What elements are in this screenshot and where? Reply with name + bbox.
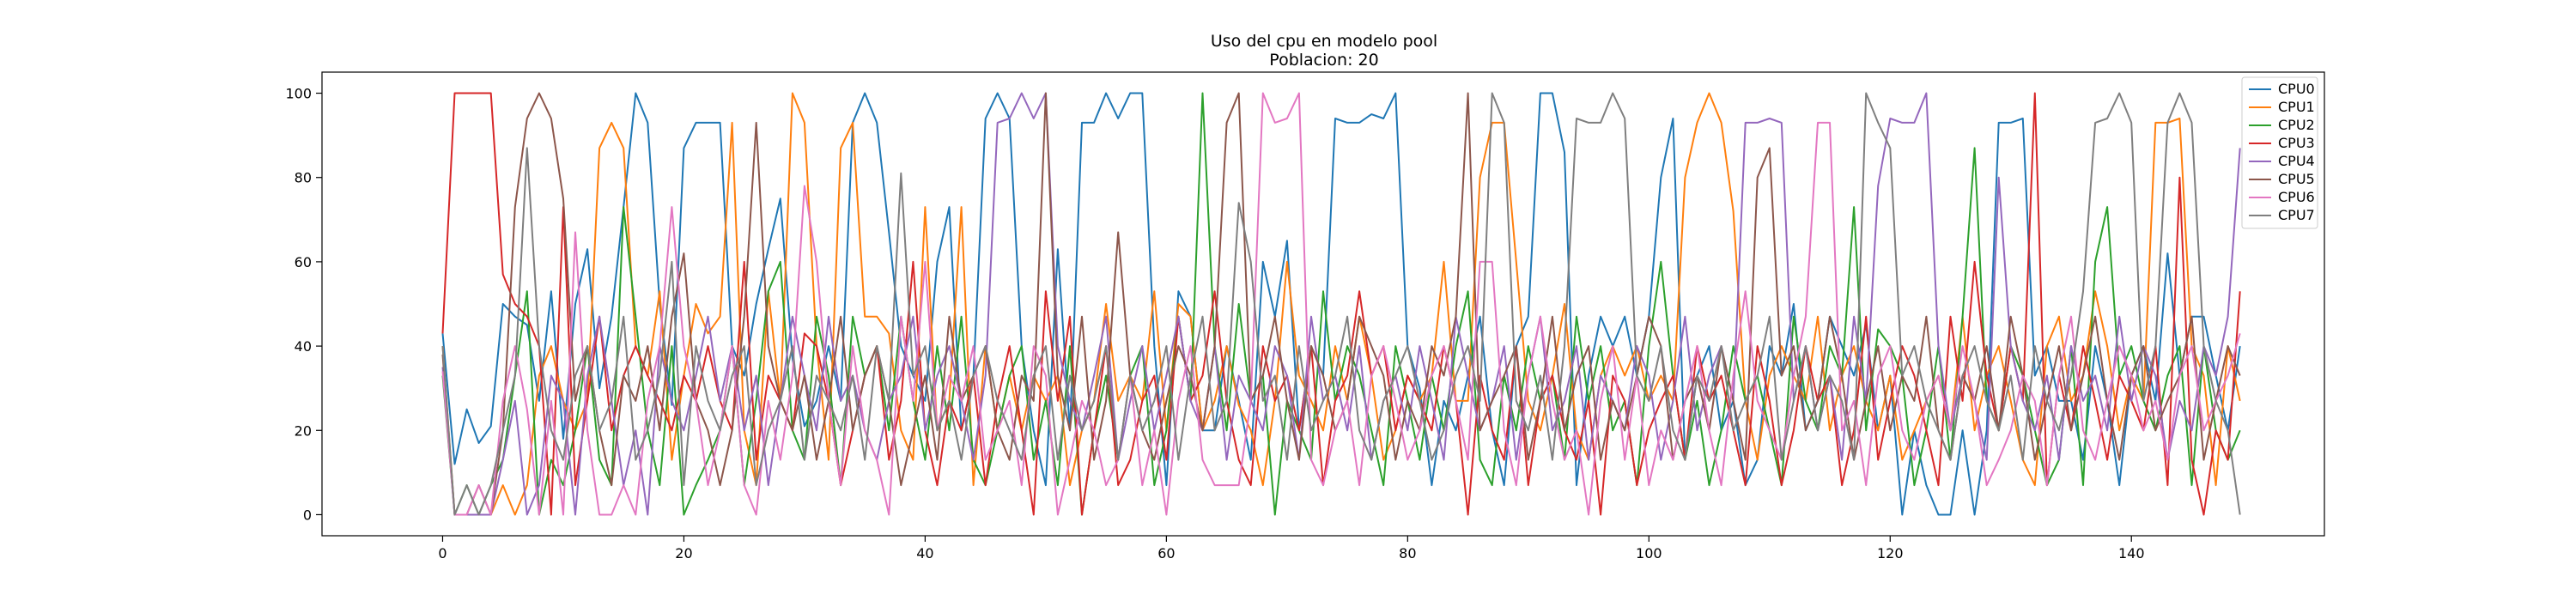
x-tick-label: 0 bbox=[438, 545, 447, 562]
legend-label: CPU0 bbox=[2278, 81, 2315, 97]
series-line-cpu4 bbox=[441, 92, 2241, 516]
x-tick-label: 60 bbox=[1157, 545, 1175, 562]
legend: CPU0 CPU1 CPU2 CPU3 CPU4 CPU5 CPU6 CPU7 bbox=[2241, 76, 2318, 229]
y-axis-ticks: 0 20 40 60 80 100 bbox=[285, 86, 322, 523]
legend-box bbox=[2241, 76, 2318, 229]
legend-label: CPU3 bbox=[2278, 135, 2315, 151]
y-tick-label: 60 bbox=[295, 254, 312, 270]
series-line-cpu6 bbox=[441, 92, 2241, 516]
y-tick-label: 80 bbox=[295, 170, 312, 186]
y-tick-label: 0 bbox=[303, 507, 312, 523]
series-line-cpu3 bbox=[441, 92, 2241, 516]
plot-frame bbox=[321, 71, 2325, 537]
x-tick-label: 120 bbox=[1877, 545, 1904, 562]
series-line-cpu7 bbox=[441, 92, 2241, 516]
x-tick-label: 80 bbox=[1399, 545, 1416, 562]
legend-label: CPU2 bbox=[2278, 117, 2315, 133]
legend-label: CPU7 bbox=[2278, 207, 2315, 223]
chart-title: Uso del cpu en modelo pool bbox=[1211, 32, 1437, 51]
y-tick-label: 100 bbox=[285, 86, 312, 102]
legend-label: CPU5 bbox=[2278, 171, 2315, 187]
series-lines bbox=[441, 92, 2241, 516]
legend-label: CPU1 bbox=[2278, 99, 2315, 115]
legend-label: CPU6 bbox=[2278, 189, 2315, 205]
chart-subtitle: Poblacion: 20 bbox=[1269, 51, 1378, 70]
x-tick-label: 40 bbox=[916, 545, 933, 562]
y-tick-label: 40 bbox=[295, 338, 312, 355]
y-tick-label: 20 bbox=[295, 422, 312, 439]
x-axis-ticks: 0 20 40 60 80 100 120 140 bbox=[438, 536, 2145, 562]
x-tick-label: 20 bbox=[675, 545, 692, 562]
x-tick-label: 140 bbox=[2118, 545, 2145, 562]
legend-label: CPU4 bbox=[2278, 153, 2315, 169]
x-tick-label: 100 bbox=[1636, 545, 1662, 562]
